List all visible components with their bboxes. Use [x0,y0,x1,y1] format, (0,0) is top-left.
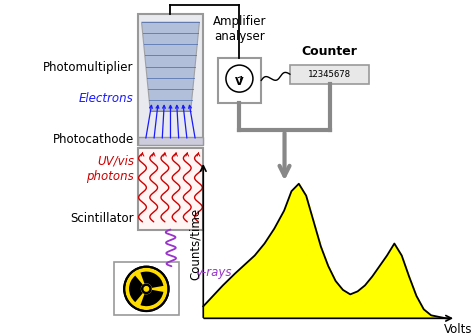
Text: Electrons: Electrons [79,92,134,105]
Text: Photocathode: Photocathode [53,133,134,146]
Wedge shape [140,290,164,306]
Bar [114,262,179,315]
Text: Counts/time: Counts/time [189,207,202,280]
Text: Volts: Volts [444,323,472,335]
Circle shape [142,284,151,293]
Bar [137,14,203,145]
Bar [218,58,261,103]
Wedge shape [129,276,143,302]
Text: γ-rays: γ-rays [196,266,232,279]
Text: V: V [235,77,244,87]
Circle shape [226,65,253,92]
Polygon shape [142,22,200,111]
Bar [290,65,369,84]
Text: 12345678: 12345678 [308,70,351,79]
Wedge shape [140,272,164,288]
Circle shape [124,267,169,311]
Text: UV/vis
photons: UV/vis photons [86,155,134,183]
Bar [137,148,203,229]
Bar [137,137,203,145]
Text: Amplifier
analyser: Amplifier analyser [213,15,266,43]
Text: Counter: Counter [301,45,357,58]
Text: Scintillator: Scintillator [70,212,134,225]
Text: Photomultiplier: Photomultiplier [43,61,134,74]
Circle shape [144,287,148,291]
